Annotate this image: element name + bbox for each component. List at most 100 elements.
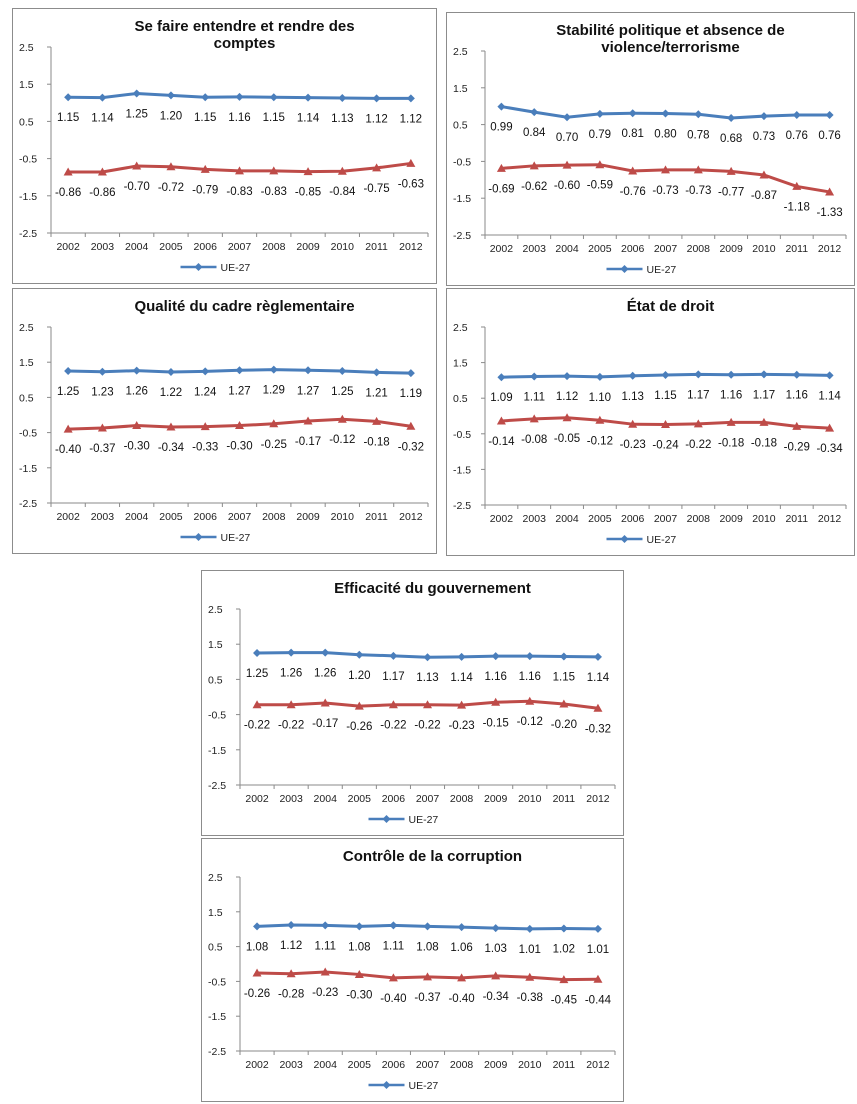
data-label: 1.20 — [348, 670, 370, 682]
data-label: -0.28 — [278, 989, 304, 1001]
data-point-diamond — [201, 367, 210, 376]
data-label: -0.18 — [718, 437, 744, 449]
y-tick-label: 1.5 — [208, 639, 223, 651]
x-tick-label: 2008 — [262, 511, 286, 523]
data-point-diamond — [423, 922, 432, 931]
data-label: -0.20 — [551, 719, 577, 731]
y-tick-label: -1.5 — [208, 745, 226, 757]
y-tick-label: -0.5 — [19, 428, 37, 440]
data-label: 1.23 — [91, 387, 113, 399]
data-label: -0.18 — [751, 437, 777, 449]
y-tick-label: 1.5 — [453, 358, 468, 370]
legend-marker — [620, 535, 629, 543]
x-tick-label: 2012 — [586, 1059, 610, 1071]
chart-svg: Qualité du cadre règlementaire 2.5 1.5 0.5 -… — [19, 298, 429, 544]
legend-label: UE-27 — [409, 1080, 439, 1092]
data-point-triangle — [559, 699, 569, 708]
y-tick-label: -0.5 — [453, 429, 471, 441]
data-label: 0.81 — [621, 128, 643, 140]
x-tick-label: 2012 — [818, 243, 842, 255]
data-label: -0.45 — [551, 995, 577, 1007]
data-point-triangle — [132, 161, 142, 170]
data-label: 1.27 — [297, 385, 319, 397]
data-point-diamond — [628, 371, 637, 380]
x-tick-label: 2011 — [553, 793, 576, 805]
x-tick-label: 2002 — [245, 1059, 269, 1071]
data-label: 1.17 — [753, 389, 775, 401]
data-point-diamond — [559, 652, 568, 661]
data-point-diamond — [563, 372, 572, 381]
x-tick-label: 2005 — [159, 511, 183, 523]
data-point-triangle — [320, 698, 330, 707]
y-tick-label: -2.5 — [453, 230, 471, 242]
chart-title-line: État de droit — [627, 298, 715, 315]
data-label: 1.15 — [654, 390, 676, 402]
data-label: 1.02 — [553, 944, 575, 956]
y-tick-label: 2.5 — [19, 42, 34, 54]
data-label: -0.30 — [346, 989, 372, 1001]
data-label: -0.32 — [398, 441, 424, 453]
data-label: -0.24 — [652, 440, 679, 452]
chart-svg: Contrôle de la corruption 2.5 1.5 0.5 -0.5 -1… — [208, 848, 616, 1092]
data-point-triangle — [372, 163, 382, 172]
x-tick-label: 2008 — [687, 243, 711, 255]
x-tick-label: 2012 — [399, 511, 423, 523]
data-label: -0.84 — [329, 186, 356, 198]
data-point-diamond — [530, 372, 539, 381]
x-tick-label: 2007 — [654, 513, 678, 525]
data-label: -0.26 — [346, 721, 372, 733]
data-label: 1.24 — [194, 386, 217, 398]
data-label: -1.18 — [784, 201, 810, 213]
data-point-triangle — [423, 700, 432, 709]
x-tick-label: 2012 — [818, 513, 842, 525]
data-label: 1.08 — [246, 941, 268, 953]
x-tick-label: 2012 — [586, 793, 610, 805]
data-label: -0.62 — [521, 181, 547, 193]
data-point-triangle — [693, 419, 703, 428]
data-point-triangle — [286, 969, 296, 978]
data-label: 0.80 — [654, 129, 676, 141]
data-label: -0.34 — [158, 442, 185, 454]
chart-title-line: violence/terrorisme — [601, 39, 739, 56]
data-label: -0.77 — [718, 186, 744, 198]
data-point-diamond — [355, 922, 364, 931]
data-label: 1.17 — [382, 671, 404, 683]
data-label: -0.18 — [363, 436, 389, 448]
data-label: -0.08 — [521, 434, 547, 446]
data-point-diamond — [661, 109, 670, 118]
data-point-diamond — [595, 372, 604, 381]
y-tick-label: 0.5 — [208, 942, 223, 954]
chart-svg: Efficacité du gouvernement 2.5 1.5 0.5 -0.5 -… — [208, 580, 616, 826]
x-tick-label: 2003 — [523, 513, 547, 525]
x-tick-label: 2005 — [588, 243, 612, 255]
legend-label: UE-27 — [221, 532, 251, 544]
data-label: -0.40 — [448, 993, 474, 1005]
x-tick-label: 2009 — [719, 513, 743, 525]
data-label: -0.12 — [587, 435, 613, 447]
data-label: 1.16 — [720, 390, 742, 402]
x-tick-label: 2004 — [125, 241, 149, 253]
y-tick-label: 1.5 — [19, 79, 34, 91]
data-label: 1.25 — [331, 386, 353, 398]
data-point-triangle — [595, 415, 605, 424]
data-point-triangle — [200, 422, 210, 431]
data-point-triangle — [593, 703, 603, 712]
data-point-triangle — [235, 421, 244, 430]
data-label: 1.06 — [450, 942, 472, 954]
data-label: 1.27 — [228, 385, 250, 397]
y-tick-label: 2.5 — [19, 322, 34, 334]
data-label: 1.29 — [263, 385, 285, 397]
data-label: -0.30 — [226, 441, 252, 453]
data-point-diamond — [389, 651, 398, 660]
data-label: 0.99 — [490, 122, 512, 134]
data-label: -0.22 — [685, 439, 711, 451]
data-label: -0.75 — [363, 183, 389, 195]
chart-title-line: Stabilité politique et absence de — [556, 22, 784, 39]
data-point-diamond — [595, 109, 604, 118]
data-label: -0.23 — [620, 439, 646, 451]
data-label: 1.01 — [519, 944, 541, 956]
data-point-triangle — [388, 700, 398, 709]
chart-panel-voice-accountability: Se faire entendre et rendre des comptes 2.… — [12, 8, 437, 284]
data-label: -0.33 — [192, 442, 218, 454]
x-tick-label: 2004 — [314, 1059, 338, 1071]
